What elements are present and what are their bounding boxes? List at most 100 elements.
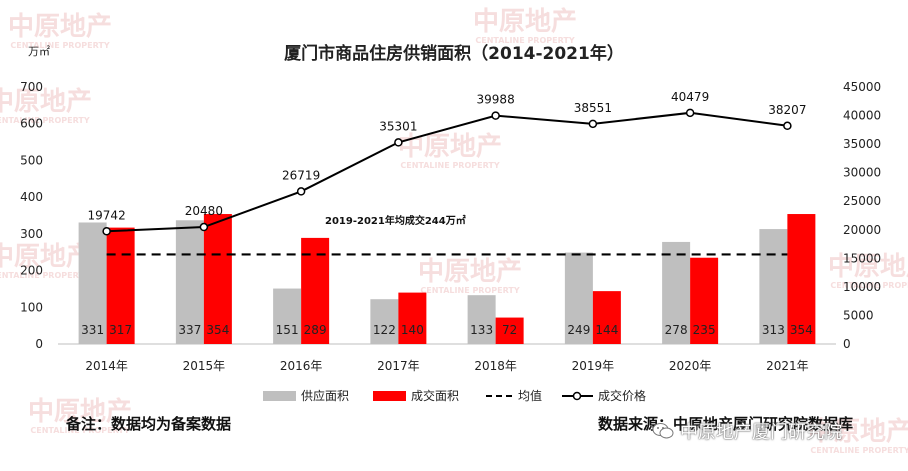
right-tick-label: 35000 [843, 137, 881, 151]
watermark-sub-5: CENTALINE PROPERTY [830, 281, 908, 290]
deal-value-label: 140 [401, 323, 424, 337]
price-value-label: 20480 [185, 204, 223, 218]
deal-bar [495, 317, 524, 344]
supply-bar [273, 288, 302, 344]
category-label: 2017年 [377, 359, 420, 373]
left-tick-label: 200 [20, 264, 43, 278]
left-tick-label: 300 [20, 227, 43, 241]
watermark-sub-6: CENTALINE PROPERTY [30, 426, 129, 435]
deal-bar [398, 292, 427, 344]
supply-value-label: 313 [762, 323, 785, 337]
category-label: 2018年 [474, 359, 517, 373]
brand-badge: 中原地产厦门研究院 [652, 418, 842, 444]
category-label: 2016年 [280, 359, 323, 373]
category-label: 2020年 [669, 359, 712, 373]
left-tick-label: 700 [20, 80, 43, 94]
watermark-sub-4: CENTALINE PROPERTY [420, 286, 519, 295]
watermark-4: 中原地产 [418, 257, 522, 287]
watermark-0: 中原地产 [473, 7, 577, 37]
watermark-3: 中原地产 [0, 242, 92, 272]
brand-name: 中原地产厦门研究院 [680, 422, 842, 443]
deal-value-label: 289 [304, 323, 327, 337]
supply-value-label: 331 [81, 323, 104, 337]
watermark-8: 中原地产 [8, 12, 112, 42]
footer-note: 备注：数据均为备案数据 [66, 415, 232, 433]
left-axis-unit: 万㎡ [28, 45, 50, 58]
deal-bar [592, 291, 621, 344]
supply-value-label: 278 [665, 323, 688, 337]
left-tick-label: 500 [20, 153, 43, 167]
deal-bar [203, 214, 232, 344]
price-point [588, 119, 598, 129]
watermark-2: 中原地产 [398, 132, 502, 162]
deal-bar [106, 227, 135, 344]
supply-value-label: 337 [178, 323, 201, 337]
supply-bar [564, 252, 593, 344]
right-tick-label: 10000 [843, 280, 881, 294]
category-label: 2021年 [766, 359, 809, 373]
legend-label-price: 成交价格 [598, 388, 646, 403]
price-value-label: 38551 [574, 101, 612, 115]
price-value-label: 35301 [379, 119, 417, 133]
supply-bar [467, 295, 496, 344]
watermark-6: 中原地产 [28, 397, 132, 427]
left-tick-label: 0 [35, 337, 43, 351]
price-value-label: 40479 [671, 90, 709, 104]
watermark-sub-0: CENTALINE PROPERTY [475, 36, 574, 45]
watermark-sub-1: CENTALINE PROPERTY [0, 116, 90, 125]
right-tick-label: 15000 [843, 251, 881, 265]
legend-swatch-supply [263, 391, 296, 401]
legend: 供应面积 成交面积 均值 成交价格 [263, 388, 646, 403]
right-tick-label: 5000 [843, 308, 874, 322]
watermark-sub-7: CENTALINE PROPERTY [810, 446, 908, 455]
supply-value-label: 133 [470, 323, 493, 337]
bars: 331 317 337 354 151 289 122 140 133 72 249 144 278 23… [78, 214, 816, 344]
price-point [685, 108, 695, 118]
legend-swatch-deal [373, 391, 406, 401]
legend-label-supply: 供应面积 [301, 388, 349, 403]
supply-value-label: 122 [373, 323, 396, 337]
price-point [102, 227, 111, 236]
deal-value-label: 354 [790, 323, 813, 337]
price-point [199, 222, 209, 232]
supply-value-label: 151 [276, 323, 299, 337]
price-value-label: 39988 [477, 93, 515, 107]
supply-bar [175, 220, 204, 344]
watermark-1: 中原地产 [0, 87, 92, 117]
right-tick-label: 45000 [843, 80, 881, 94]
supply-bar [662, 241, 691, 344]
supply-bar [78, 222, 107, 344]
left-tick-label: 400 [20, 190, 43, 204]
left-tick-label: 600 [20, 117, 43, 131]
watermark-7: 中原地产 [808, 417, 908, 447]
category-label: 2015年 [183, 359, 226, 373]
legend-label-deal: 成交面积 [411, 388, 459, 403]
deal-bar [301, 237, 330, 344]
legend-swatch-price-marker [572, 391, 582, 401]
deal-value-label: 354 [206, 323, 229, 337]
deal-value-label: 235 [693, 323, 716, 337]
right-tick-label: 20000 [843, 223, 881, 237]
price-line [106, 111, 788, 233]
deal-value-label: 144 [595, 323, 618, 337]
deal-value-label: 72 [502, 323, 517, 337]
price-point [783, 121, 792, 131]
price-point [394, 138, 403, 147]
left-tick-label: 100 [20, 300, 43, 314]
watermark-sub-8: CENTALINE PROPERTY [10, 41, 109, 50]
price-point [296, 187, 306, 196]
supply-bar [759, 229, 788, 344]
price-value-label: 19742 [88, 208, 126, 222]
legend-label-average: 均值 [518, 388, 542, 403]
right-tick-label: 25000 [843, 194, 881, 208]
category-label: 2019年 [572, 359, 615, 373]
right-tick-label: 30000 [843, 166, 881, 180]
watermark-sub-3: CENTALINE PROPERTY [0, 271, 90, 280]
supply-bar [370, 299, 399, 344]
wechat-icon [652, 423, 674, 439]
price-point [491, 111, 500, 120]
deal-bar [690, 257, 719, 344]
deal-bar [787, 214, 816, 344]
